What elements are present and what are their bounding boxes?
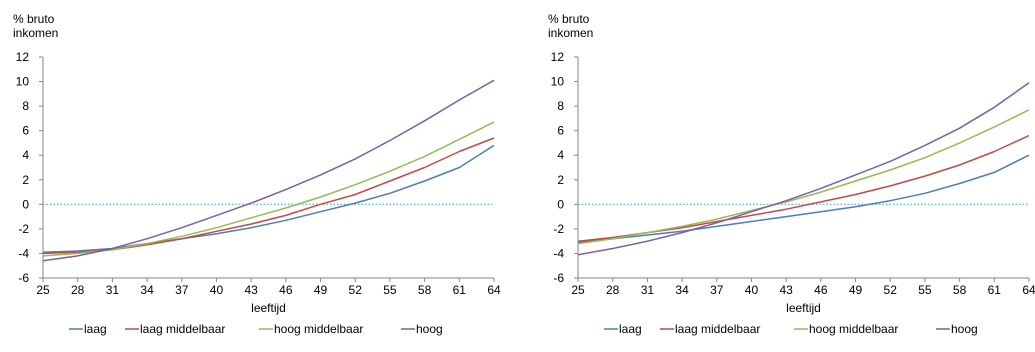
x-tick-label: 64 xyxy=(487,283,501,297)
series-line-hoog xyxy=(42,79,495,262)
series-line-laag xyxy=(577,154,1030,244)
x-tick-label: 40 xyxy=(210,283,224,297)
y-tick-label: 10 xyxy=(551,75,565,89)
legend-label: laag middelbaar xyxy=(140,322,225,336)
x-tick-label: 61 xyxy=(453,283,467,297)
y-tick-label: 2 xyxy=(557,173,564,187)
series-line-hoog-middelbaar xyxy=(577,109,1030,245)
x-tick-label: 55 xyxy=(383,283,397,297)
y-tick-label: -2 xyxy=(18,222,29,236)
x-tick-label: 52 xyxy=(884,283,898,297)
legend-label: hoog middelbaar xyxy=(274,322,363,336)
x-tick-label: 34 xyxy=(140,283,154,297)
x-tick-label: 49 xyxy=(849,283,863,297)
y-axis-title-line: inkomen xyxy=(13,26,58,40)
x-tick-label: 61 xyxy=(988,283,1002,297)
x-tick-label: 28 xyxy=(71,283,85,297)
x-tick-label: 46 xyxy=(279,283,293,297)
legend-item: laag xyxy=(604,322,642,336)
legend-item: laag middelbaar xyxy=(660,322,760,336)
x-tick-label: 58 xyxy=(953,283,967,297)
legend-label: laag xyxy=(84,322,107,336)
y-tick-label: -6 xyxy=(553,271,564,285)
x-tick-label: 49 xyxy=(314,283,328,297)
y-tick-label: -2 xyxy=(553,222,564,236)
y-axis-title-line: % bruto xyxy=(13,12,55,26)
legend-item: hoog middelbaar xyxy=(259,322,363,336)
series-line-laag xyxy=(42,144,495,253)
x-tick-label: 31 xyxy=(106,283,120,297)
x-axis-title: leeftijd xyxy=(251,301,286,315)
x-tick-label: 52 xyxy=(349,283,363,297)
series-line-hoog-middelbaar xyxy=(42,121,495,257)
y-tick-label: 0 xyxy=(557,197,564,211)
y-tick-label: 0 xyxy=(22,197,29,211)
y-tick-label: 4 xyxy=(557,148,564,162)
series-line-laag-middelbaar xyxy=(577,134,1030,242)
x-tick-label: 28 xyxy=(606,283,620,297)
x-tick-label: 25 xyxy=(36,283,50,297)
y-tick-label: 8 xyxy=(557,99,564,113)
legend-label: hoog middelbaar xyxy=(809,322,898,336)
x-tick-label: 46 xyxy=(814,283,828,297)
x-tick-label: 64 xyxy=(1022,283,1035,297)
x-tick-label: 25 xyxy=(571,283,585,297)
legend-item: hoog middelbaar xyxy=(794,322,898,336)
y-tick-label: -4 xyxy=(18,246,29,260)
legend-item: hoog xyxy=(401,322,443,336)
legend-item: laag xyxy=(69,322,107,336)
y-tick-label: 6 xyxy=(557,124,564,138)
x-tick-label: 55 xyxy=(918,283,932,297)
y-tick-label: 8 xyxy=(22,99,29,113)
x-tick-label: 34 xyxy=(675,283,689,297)
series-line-hoog xyxy=(577,82,1030,256)
x-tick-label: 37 xyxy=(710,283,724,297)
legend-item: laag middelbaar xyxy=(125,322,225,336)
legend-label: hoog xyxy=(416,322,443,336)
x-tick-label: 43 xyxy=(779,283,793,297)
x-tick-label: 40 xyxy=(745,283,759,297)
y-tick-label: 12 xyxy=(16,50,30,64)
legend-item: hoog xyxy=(936,322,978,336)
y-tick-label: -6 xyxy=(18,271,29,285)
y-tick-label: 6 xyxy=(22,124,29,138)
y-tick-label: 4 xyxy=(22,148,29,162)
legend-label: hoog xyxy=(951,322,978,336)
x-tick-label: 31 xyxy=(641,283,655,297)
x-tick-label: 37 xyxy=(175,283,189,297)
y-tick-label: 10 xyxy=(16,75,30,89)
x-tick-label: 58 xyxy=(418,283,432,297)
legend-label: laag middelbaar xyxy=(675,322,760,336)
x-tick-label: 43 xyxy=(244,283,258,297)
legend-label: laag xyxy=(619,322,642,336)
x-axis-title: leeftijd xyxy=(786,301,821,315)
y-tick-label: 12 xyxy=(551,50,565,64)
y-tick-label: -4 xyxy=(553,246,564,260)
y-axis-title-line: inkomen xyxy=(548,26,593,40)
y-axis-title-line: % bruto xyxy=(548,12,590,26)
y-tick-label: 2 xyxy=(22,173,29,187)
